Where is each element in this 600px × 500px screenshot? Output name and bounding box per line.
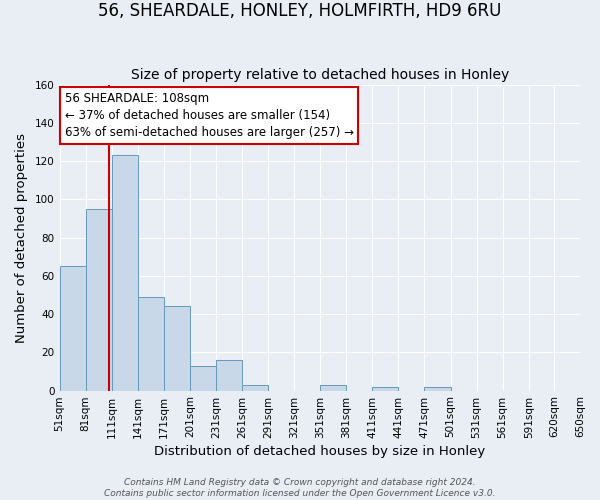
Bar bbox=[190, 366, 216, 390]
Bar bbox=[373, 386, 398, 390]
X-axis label: Distribution of detached houses by size in Honley: Distribution of detached houses by size … bbox=[154, 444, 485, 458]
Bar bbox=[112, 156, 138, 390]
Text: 56 SHEARDALE: 108sqm
← 37% of detached houses are smaller (154)
63% of semi-deta: 56 SHEARDALE: 108sqm ← 37% of detached h… bbox=[65, 92, 354, 139]
Bar bbox=[86, 209, 112, 390]
Bar bbox=[138, 297, 164, 390]
Bar bbox=[216, 360, 242, 390]
Title: Size of property relative to detached houses in Honley: Size of property relative to detached ho… bbox=[131, 68, 509, 82]
Y-axis label: Number of detached properties: Number of detached properties bbox=[15, 132, 28, 342]
Text: Contains HM Land Registry data © Crown copyright and database right 2024.
Contai: Contains HM Land Registry data © Crown c… bbox=[104, 478, 496, 498]
Bar bbox=[242, 385, 268, 390]
Bar bbox=[424, 386, 451, 390]
Bar bbox=[59, 266, 86, 390]
Text: 56, SHEARDALE, HONLEY, HOLMFIRTH, HD9 6RU: 56, SHEARDALE, HONLEY, HOLMFIRTH, HD9 6R… bbox=[98, 2, 502, 21]
Bar bbox=[320, 385, 346, 390]
Bar bbox=[164, 306, 190, 390]
